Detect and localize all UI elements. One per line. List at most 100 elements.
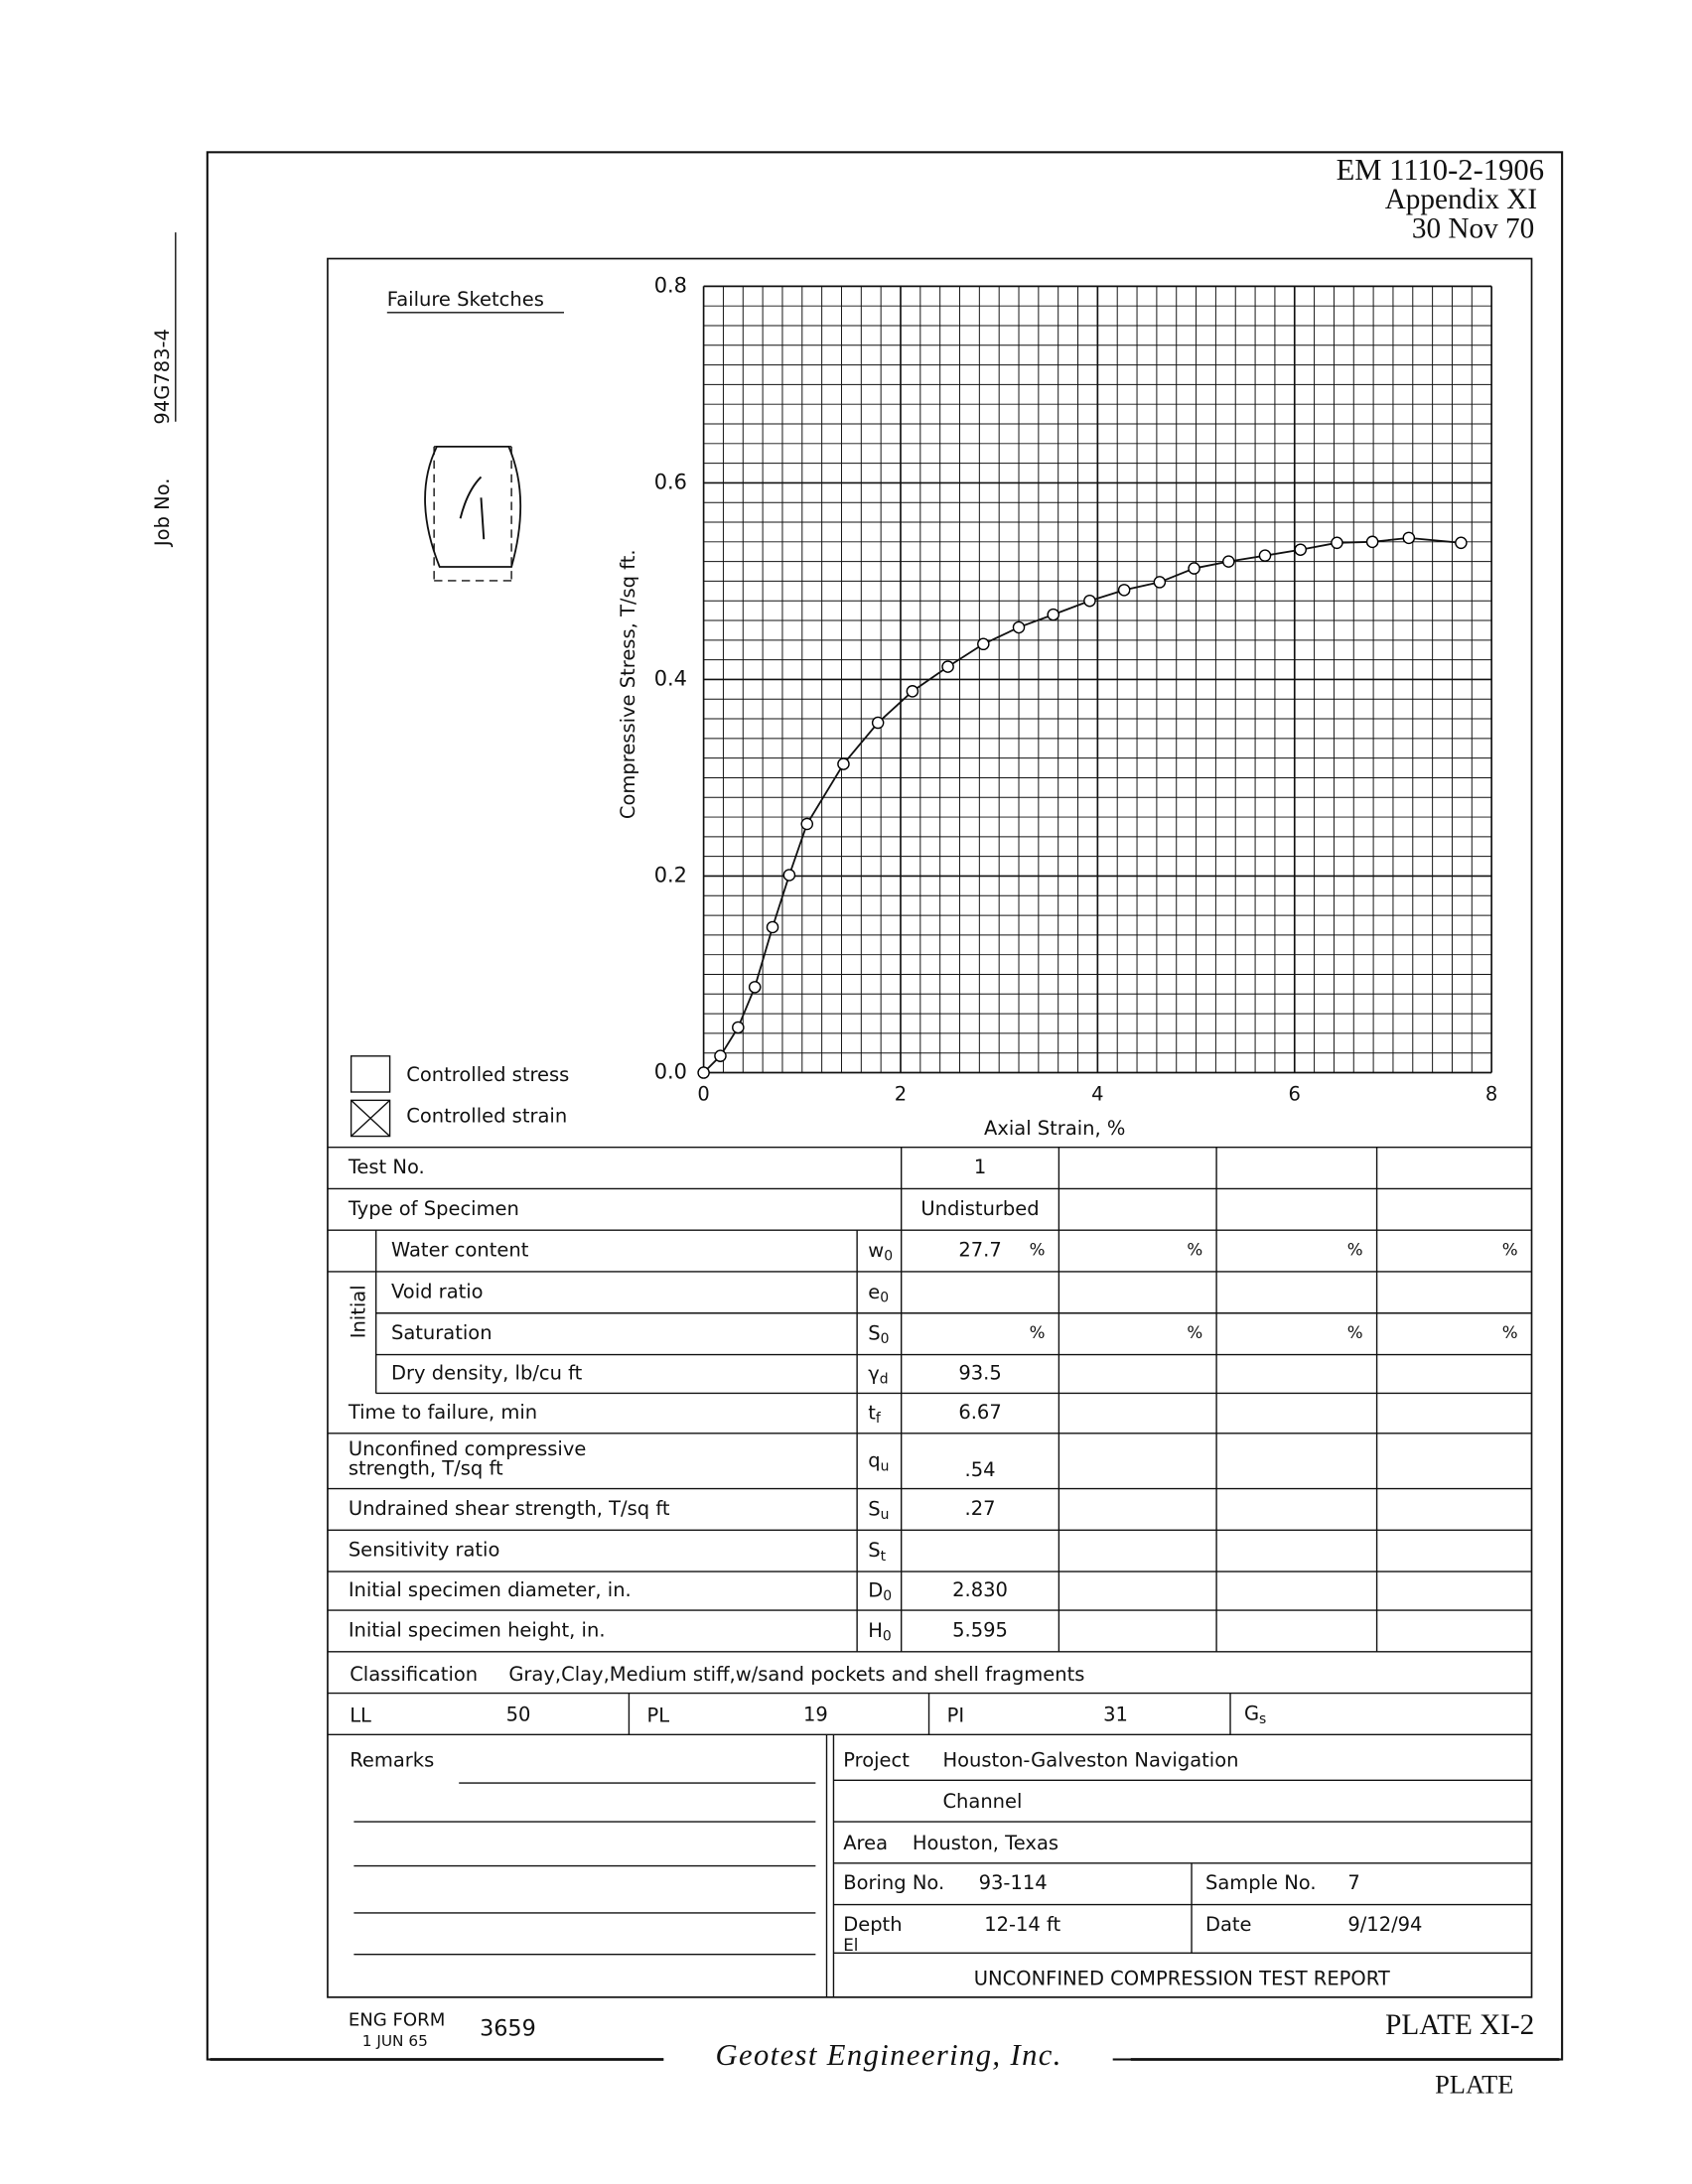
limit-label: PI	[947, 1705, 965, 1727]
data-point	[748, 981, 762, 994]
y-tick-label: 0.6	[654, 470, 687, 493]
x-tick-label: 8	[1485, 1082, 1497, 1105]
legend-box	[350, 1055, 391, 1093]
form-frame	[327, 257, 1533, 1998]
symbol: Gs	[1244, 1702, 1266, 1727]
row-label: Type of Specimen	[348, 1197, 519, 1220]
data-point	[766, 920, 779, 934]
row-label: Test No.	[348, 1156, 425, 1178]
data-point	[732, 1021, 745, 1034]
form-label: ENG FORM	[349, 2010, 446, 2031]
company-gap	[663, 2045, 1113, 2071]
cell-unit: %	[1187, 1240, 1202, 1260]
data-point	[1047, 608, 1060, 621]
x-axis-label: Axial Strain, %	[984, 1117, 1125, 1140]
limit-value: 19	[803, 1703, 828, 1725]
data-point	[1365, 535, 1379, 549]
symbol: D0	[868, 1578, 892, 1604]
header-line: Appendix XI	[1385, 184, 1537, 215]
data-point	[1294, 543, 1307, 557]
symbol: w0	[868, 1239, 893, 1265]
header-line: EM 1110-2-1906	[1337, 153, 1544, 187]
cell-unit: %	[1030, 1322, 1046, 1342]
limit-label: PL	[647, 1705, 670, 1727]
depth-value: 12-14 ft	[984, 1913, 1060, 1936]
y-tick-label: 0.4	[654, 666, 687, 690]
data-point	[1402, 531, 1416, 545]
row-label: Water content	[391, 1239, 529, 1262]
cell-value: 6.67	[958, 1401, 1001, 1424]
symbol: H0	[868, 1618, 892, 1644]
limit-value: 31	[1103, 1703, 1128, 1725]
y-tick-label: 0.8	[654, 273, 687, 297]
failure-sketch-outline	[433, 446, 512, 582]
cell-value: 93.5	[958, 1362, 1001, 1385]
row-label: Undrained shear strength, T/sq ft	[349, 1497, 670, 1520]
cell-value: 1	[974, 1156, 986, 1178]
data-point	[1455, 536, 1468, 550]
row-label: Sensitivity ratio	[349, 1539, 500, 1562]
cell-value: 5.595	[952, 1618, 1008, 1641]
data-point	[800, 817, 814, 831]
row-label: Time to failure, min	[348, 1401, 537, 1424]
data-point	[1083, 594, 1096, 608]
form-number: 3659	[480, 2015, 536, 2041]
row-label: strength, T/sq ft	[349, 1457, 503, 1480]
remarks-label: Remarks	[350, 1748, 434, 1771]
x-tick-label: 6	[1289, 1082, 1301, 1105]
cell-unit: %	[1502, 1240, 1518, 1260]
row-label: Saturation	[391, 1321, 493, 1344]
legend-label: Controlled strain	[406, 1105, 567, 1128]
boring-value: 93-114	[979, 1871, 1048, 1894]
cell-unit: %	[1502, 1322, 1518, 1342]
y-tick-label: 0.2	[654, 863, 687, 887]
symbol: tf	[868, 1401, 882, 1427]
cell-unit: %	[1347, 1240, 1363, 1260]
date-value: 9/12/94	[1347, 1913, 1422, 1936]
classification-label: Classification	[350, 1663, 478, 1686]
data-point	[837, 757, 850, 770]
sample-label: Sample No.	[1205, 1871, 1317, 1894]
area-label: Area	[843, 1832, 888, 1854]
legend-cross	[351, 1099, 391, 1138]
header-line: 30 Nov 70	[1412, 212, 1534, 244]
limit-value: 50	[506, 1703, 531, 1725]
cell-value: 2.830	[952, 1578, 1008, 1601]
data-point	[697, 1066, 710, 1079]
x-tick-label: 2	[895, 1082, 907, 1105]
symbol: e0	[868, 1280, 889, 1305]
form-date: 1 JUN 65	[362, 2032, 428, 2050]
data-line	[702, 536, 1462, 1074]
legend-box	[350, 1099, 391, 1138]
row-label: Initial specimen diameter, in.	[349, 1578, 632, 1601]
data-point	[941, 660, 954, 673]
data-point	[906, 685, 919, 698]
data-point	[714, 1049, 727, 1062]
cell-value: Undisturbed	[920, 1197, 1039, 1220]
symbol: γd	[868, 1362, 888, 1388]
limit-label: LL	[350, 1705, 371, 1727]
data-point	[782, 869, 796, 882]
row-label: Dry density, lb/cu ft	[391, 1362, 583, 1385]
x-tick-label: 4	[1091, 1082, 1103, 1105]
symbol: qu	[868, 1448, 889, 1474]
data-point	[1117, 584, 1131, 597]
job-no: Job No. 94G783-4	[151, 329, 174, 548]
project-label: Project	[843, 1748, 910, 1771]
data-point	[871, 716, 885, 730]
data-point	[1331, 536, 1343, 550]
data-point	[1188, 562, 1200, 575]
project-value: Channel	[942, 1790, 1022, 1813]
data-point	[977, 637, 990, 651]
data-point	[1258, 549, 1272, 562]
symbol: Su	[868, 1497, 889, 1523]
project-value: Houston-Galveston Navigation	[942, 1748, 1238, 1771]
failure-plane	[459, 476, 486, 540]
row-label: Initial specimen height, in.	[349, 1618, 606, 1641]
job-no-value: 94G783-4	[151, 329, 174, 425]
job-no-label: Job No.	[151, 478, 174, 549]
cell-unit: %	[1347, 1322, 1363, 1342]
x-tick-label: 0	[697, 1082, 709, 1105]
classification-value: Gray,Clay,Medium stiff,w/sand pockets an…	[508, 1663, 1084, 1686]
